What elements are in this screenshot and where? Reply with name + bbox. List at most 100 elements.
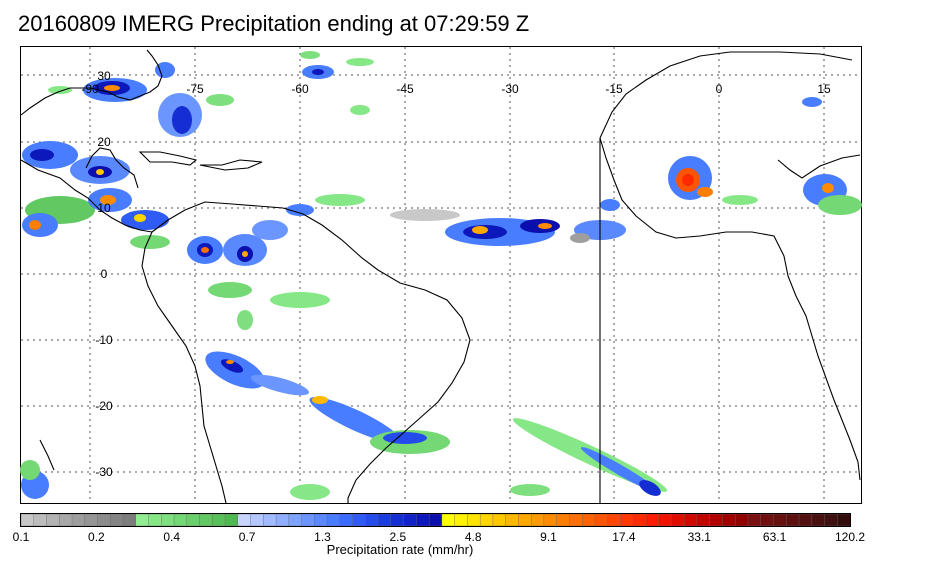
colorbar-tick-label: 4.8: [465, 530, 482, 544]
colorbar-swatch: [671, 513, 685, 527]
colorbar-swatch: [416, 513, 430, 527]
lon-label: -75: [186, 82, 204, 96]
colorbar-swatch: [275, 513, 290, 527]
colorbar-swatch: [658, 513, 673, 527]
colorbar-swatch: [71, 513, 86, 527]
coastlines: [20, 49, 861, 504]
colorbar-swatch: [110, 513, 124, 527]
colorbar-swatch: [135, 513, 150, 527]
colorbar-swatch: [798, 513, 813, 527]
colorbar-swatch: [441, 513, 456, 527]
colorbar-swatch: [760, 513, 775, 527]
colorbar-swatch: [377, 513, 392, 527]
colorbar-swatch: [390, 513, 405, 527]
colorbar-swatch: [607, 513, 622, 527]
colorbar-swatch: [709, 513, 724, 527]
colorbar-swatch: [428, 513, 443, 527]
lat-label: -30: [95, 465, 113, 479]
colorbar-swatch: [556, 513, 571, 527]
colorbar-swatch: [811, 513, 826, 527]
colorbar-swatch: [722, 513, 736, 527]
colorbar-swatch: [250, 513, 264, 527]
colorbar-swatch: [33, 513, 48, 527]
lat-label: 20: [97, 135, 111, 149]
colorbar: [20, 513, 851, 527]
colorbar-swatch: [224, 513, 239, 527]
colorbar-swatch: [365, 513, 379, 527]
colorbar-swatch: [288, 513, 303, 527]
colorbar-tick-label: 33.1: [688, 530, 712, 544]
colorbar-swatch: [352, 513, 366, 527]
lon-label: 15: [817, 82, 831, 96]
colorbar-swatch: [786, 513, 800, 527]
colorbar-swatch: [645, 513, 660, 527]
colorbar-swatch: [492, 513, 507, 527]
lat-label: 0: [101, 267, 108, 281]
lat-label: -20: [95, 399, 113, 413]
colorbar-swatch: [632, 513, 647, 527]
colorbar-swatch: [581, 513, 596, 527]
lon-labels: -90 -75 -60 -45 -30 -15 0 15: [81, 82, 831, 96]
colorbar-tick-label: 63.1: [763, 530, 787, 544]
colorbar-tick-label: 2.5: [389, 530, 406, 544]
colorbar-swatch: [518, 513, 532, 527]
colorbar-swatch: [594, 513, 609, 527]
colorbar-swatch: [326, 513, 341, 527]
lon-label: -45: [396, 82, 414, 96]
colorbar-swatch: [747, 513, 762, 527]
colorbar-swatch: [479, 513, 494, 527]
lon-label: -30: [501, 82, 519, 96]
colorbar-swatch: [773, 513, 787, 527]
colorbar-tick-label: 9.1: [540, 530, 557, 544]
colorbar-swatch: [543, 513, 558, 527]
colorbar-swatch: [301, 513, 315, 527]
colorbar-swatch: [263, 513, 277, 527]
colorbar-swatch: [403, 513, 417, 527]
colorbar-swatch: [530, 513, 545, 527]
colorbar-ticks: 0.1 0.2 0.4 0.7 1.3 2.5 4.8 9.1 17.4 33.1 63.1 120.…: [13, 530, 866, 544]
colorbar-swatch: [467, 513, 481, 527]
colorbar-tick-label: 17.4: [612, 530, 636, 544]
colorbar-tick-label: 0.4: [163, 530, 180, 544]
colorbar-swatch: [237, 513, 252, 527]
colorbar-swatch: [339, 513, 354, 527]
colorbar-swatch: [735, 513, 749, 527]
colorbar-swatch: [837, 513, 851, 527]
colorbar-tick-label: 0.2: [88, 530, 105, 544]
colorbar-swatch: [505, 513, 519, 527]
colorbar-swatch: [454, 513, 468, 527]
colorbar-frame: [20, 513, 851, 527]
colorbar-tick-label: 1.3: [314, 530, 331, 544]
colorbar-swatch: [122, 513, 137, 527]
colorbar-swatch: [186, 513, 201, 527]
colorbar-swatch: [314, 513, 328, 527]
colorbar-swatch: [20, 513, 35, 527]
colorbar-swatch: [824, 513, 838, 527]
colorbar-tick-label: 120.2: [835, 530, 865, 544]
colorbar-swatch: [212, 513, 226, 527]
colorbar-swatch: [46, 513, 60, 527]
colorbar-swatch: [173, 513, 188, 527]
lon-label: -90: [81, 82, 99, 96]
colorbar-tick-label: 0.1: [13, 530, 30, 544]
colorbar-swatch: [148, 513, 162, 527]
precipitation-fields: [20, 51, 862, 500]
lat-label: 30: [97, 69, 111, 83]
lon-label: 0: [716, 82, 723, 96]
colorbar-swatch: [59, 513, 73, 527]
map-title: 20160809 IMERG Precipitation ending at 0…: [18, 11, 530, 36]
lat-label: 10: [97, 201, 111, 215]
lon-label: -60: [291, 82, 309, 96]
lat-labels: 30 20 10 0 -10 -20 -30: [95, 69, 113, 479]
colorbar-swatch: [199, 513, 213, 527]
colorbar-swatch: [97, 513, 111, 527]
colorbar-tick-label: 0.7: [239, 530, 256, 544]
colorbar-swatch: [684, 513, 698, 527]
colorbar-swatch: [84, 513, 99, 527]
colorbar-swatch: [569, 513, 583, 527]
lat-label: -10: [95, 333, 113, 347]
colorbar-swatch: [161, 513, 175, 527]
colorbar-label: Precipitation rate (mm/hr): [326, 542, 474, 557]
colorbar-swatch: [696, 513, 711, 527]
